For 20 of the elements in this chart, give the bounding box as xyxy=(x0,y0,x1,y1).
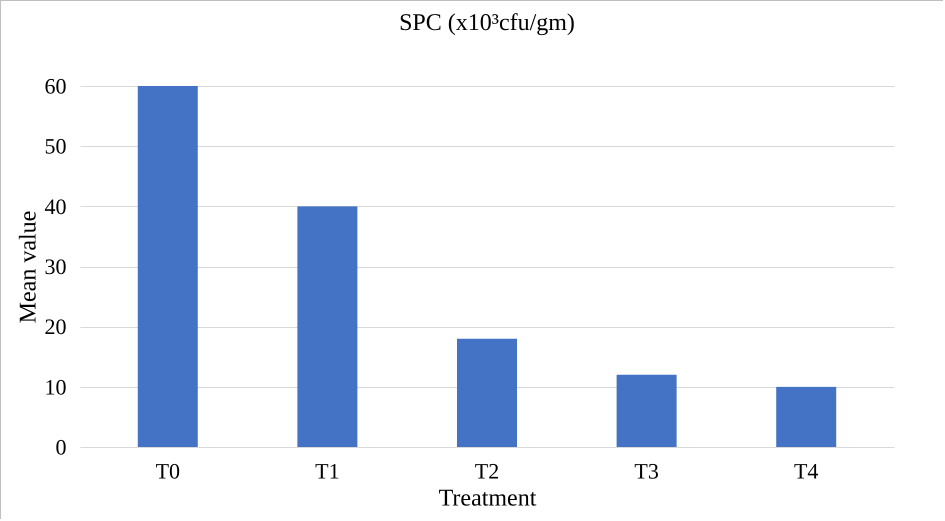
y-tick-label: 50 xyxy=(44,134,66,159)
y-tick-label: 40 xyxy=(44,194,66,219)
bar xyxy=(616,374,677,447)
x-tick-label: T4 xyxy=(794,458,818,484)
y-axis-title: Mean value xyxy=(16,210,42,324)
y-tick-label: 10 xyxy=(44,374,66,400)
bar xyxy=(776,386,836,447)
chart-title: SPC (x10³cfu/gm) xyxy=(399,10,575,36)
bar xyxy=(297,206,358,447)
bar xyxy=(457,338,517,447)
y-tick-label: 20 xyxy=(44,314,66,340)
x-tick-label: T2 xyxy=(474,458,500,484)
x-tick-label: T3 xyxy=(634,458,659,484)
x-tick-label: T0 xyxy=(156,458,180,484)
y-tick-label: 30 xyxy=(44,254,66,279)
x-axis-title: Treatment xyxy=(438,486,537,512)
bar xyxy=(138,86,198,447)
y-tick-label: 60 xyxy=(44,74,66,98)
x-tick-label: T1 xyxy=(315,458,340,484)
y-tick-label: 0 xyxy=(56,434,66,460)
